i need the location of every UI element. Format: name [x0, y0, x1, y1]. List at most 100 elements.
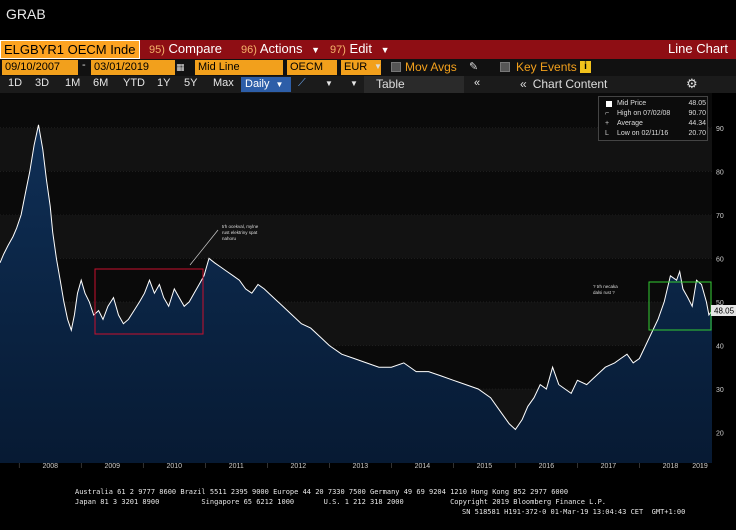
y-axis-strip [712, 93, 736, 468]
annotation-arrow [189, 229, 219, 266]
svg-text:trh ocekval, mylne rust: trh ocekval, mylne rust elektriny spat n… [222, 224, 260, 241]
legend-row: ⌐ High on 07/02/08 90.70 [603, 110, 706, 119]
plot-band [0, 171, 712, 215]
chevron-down-icon[interactable]: ▼ [350, 79, 358, 88]
price-type-field[interactable]: Mid Line [195, 60, 283, 75]
chevron-down-icon[interactable]: ▼ [325, 79, 333, 88]
range-1d-button[interactable]: 1D [8, 77, 23, 89]
legend-value: 20.70 [688, 130, 706, 137]
collapse-left-icon[interactable]: « [474, 77, 481, 89]
parameter-bar: 09/10/2007 - 03/01/2019 ▦ Mid Line OECM … [0, 59, 736, 76]
chevron-down-icon: ▼ [275, 80, 284, 89]
legend-label: High on 07/02/08 [617, 110, 671, 117]
command-bar: ELGBYR1 OECM Inde 95) Compare 96) Action… [0, 40, 736, 59]
chevron-down-icon: ▼ [380, 45, 390, 55]
average-marker-icon: + [605, 120, 610, 127]
info-icon[interactable]: i [580, 61, 591, 73]
annotation-note-line-2: rust elektriny spat [222, 230, 258, 235]
annotation-note2-line-2: dalsi rust ? [593, 290, 615, 295]
low-marker-icon: L [605, 130, 609, 137]
chart-content-tab[interactable]: « Chart Content [520, 77, 607, 91]
ticker-field[interactable]: ELGBYR1 OECM Inde [0, 40, 140, 59]
legend-row: Mid Price 48.05 [603, 100, 706, 109]
x-tick-label: 2012 [291, 463, 307, 468]
plot-band [0, 93, 712, 128]
svg-text:? trh necaka dalsi rust: ? trh necaka dalsi rust ? [593, 284, 619, 295]
annotation-box-2009-2010 [94, 268, 204, 335]
x-tick-label: 2018 [663, 463, 679, 468]
annotation-note-line-3: nahoru [222, 236, 237, 241]
key-events-checkbox[interactable] [500, 62, 510, 72]
range-1m-button[interactable]: 1M [65, 77, 81, 89]
edit-shortcut: 97) [330, 44, 346, 56]
legend-panel: Mid Price 48.05 ⌐ High on 07/02/08 90.70… [598, 96, 708, 141]
y-tick-label: 60 [716, 256, 724, 263]
legend-row: + Average 44.34 [603, 120, 706, 129]
compare-label: Compare [168, 41, 222, 56]
key-events-label: Key Events [516, 60, 577, 74]
high-marker-icon: ⌐ [605, 110, 610, 117]
legend-value: 48.05 [688, 100, 706, 107]
function-title: Line Chart [668, 41, 728, 56]
plot-band [0, 214, 712, 259]
compare-button[interactable]: 95) Compare [149, 41, 222, 58]
range-ytd-button[interactable]: YTD [123, 77, 145, 89]
legend-value: 44.34 [688, 120, 706, 127]
plot-band [0, 127, 712, 172]
footer-contacts-line-2: Japan 81 3 3201 8900 Singapore 65 6212 1… [75, 498, 607, 506]
frequency-label: Daily [245, 78, 270, 90]
edit-label: Edit [349, 41, 372, 56]
plot-band [0, 258, 712, 302]
window-title: GRAB [6, 6, 46, 22]
chart-content-label: Chart Content [532, 77, 608, 91]
x-tick-label: 2008 [42, 463, 58, 468]
gear-icon[interactable]: ⚙ [686, 76, 698, 91]
pencil-icon[interactable]: ✎ [469, 61, 479, 73]
x-tick-label: 2019 [692, 463, 708, 468]
x-tick-label: 2010 [166, 463, 182, 468]
legend-value: 90.70 [688, 110, 706, 117]
range-3d-button[interactable]: 3D [35, 77, 50, 89]
y-tick-label: 40 [716, 343, 724, 350]
chart-area[interactable]: 20 30 40 50 60 70 80 90 2008 2009 2010 2011 2012 201… [0, 93, 736, 468]
y-tick-label: 50 [716, 300, 724, 307]
footer-timestamp: SN 518581 H191-372-0 01-Mar-19 13:04:43 … [462, 508, 686, 516]
footer-contacts-line-1: Australia 61 2 9777 8600 Brazil 5511 239… [75, 488, 569, 496]
x-tick-label: 2013 [353, 463, 369, 468]
legend-label: Mid Price [617, 100, 647, 107]
square-marker-icon [606, 101, 612, 107]
edit-button[interactable]: 97) Edit ▼ [330, 41, 389, 58]
chevron-down-icon[interactable]: ▼ [374, 62, 382, 71]
x-tick-label: 2017 [601, 463, 617, 468]
table-tab[interactable]: Table [364, 76, 464, 93]
range-5y-button[interactable]: 5Y [184, 77, 198, 89]
mov-avgs-checkbox[interactable] [391, 62, 401, 72]
last-price-value: 48.05 [714, 307, 735, 316]
source-field[interactable]: OECM [287, 60, 337, 75]
legend-label: Average [617, 120, 643, 127]
window-titlebar: GRAB [0, 0, 736, 40]
compare-shortcut: 95) [149, 44, 165, 56]
price-line [0, 124, 713, 431]
x-tick-label: 2016 [539, 463, 555, 468]
currency-field[interactable]: EUR [341, 60, 381, 75]
footer: Australia 61 2 9777 8600 Brazil 5511 239… [0, 486, 736, 530]
line-chart-icon[interactable]: ⟋ [298, 77, 306, 89]
calendar-icon[interactable]: ▦ [176, 62, 185, 72]
frequency-dropdown[interactable]: Daily ▼ [241, 77, 291, 92]
annotation-note2-line-1: ? trh necaka [593, 284, 618, 289]
range-bar: 1D 3D 1M 6M YTD 1Y 5Y Max Daily ▼ ⟋ ▼ ▼ … [0, 76, 736, 93]
legend-row: L Low on 02/11/16 20.70 [603, 130, 706, 139]
x-tick-label: 2015 [477, 463, 493, 468]
price-chart[interactable]: 20 30 40 50 60 70 80 90 2008 2009 2010 2011 2012 201… [0, 93, 736, 468]
range-6m-button[interactable]: 6M [93, 77, 109, 89]
legend-label: Low on 02/11/16 [617, 130, 669, 137]
annotation-note-line-1: trh ocekval, mylne [222, 224, 259, 229]
y-tick-label: 30 [716, 387, 724, 394]
range-max-button[interactable]: Max [213, 77, 234, 89]
start-date-field[interactable]: 09/10/2007 [2, 60, 78, 75]
range-1y-button[interactable]: 1Y [157, 77, 171, 89]
y-tick-label: 20 [716, 431, 724, 438]
actions-button[interactable]: 96) Actions ▼ [241, 41, 320, 58]
end-date-field[interactable]: 03/01/2019 [91, 60, 175, 75]
